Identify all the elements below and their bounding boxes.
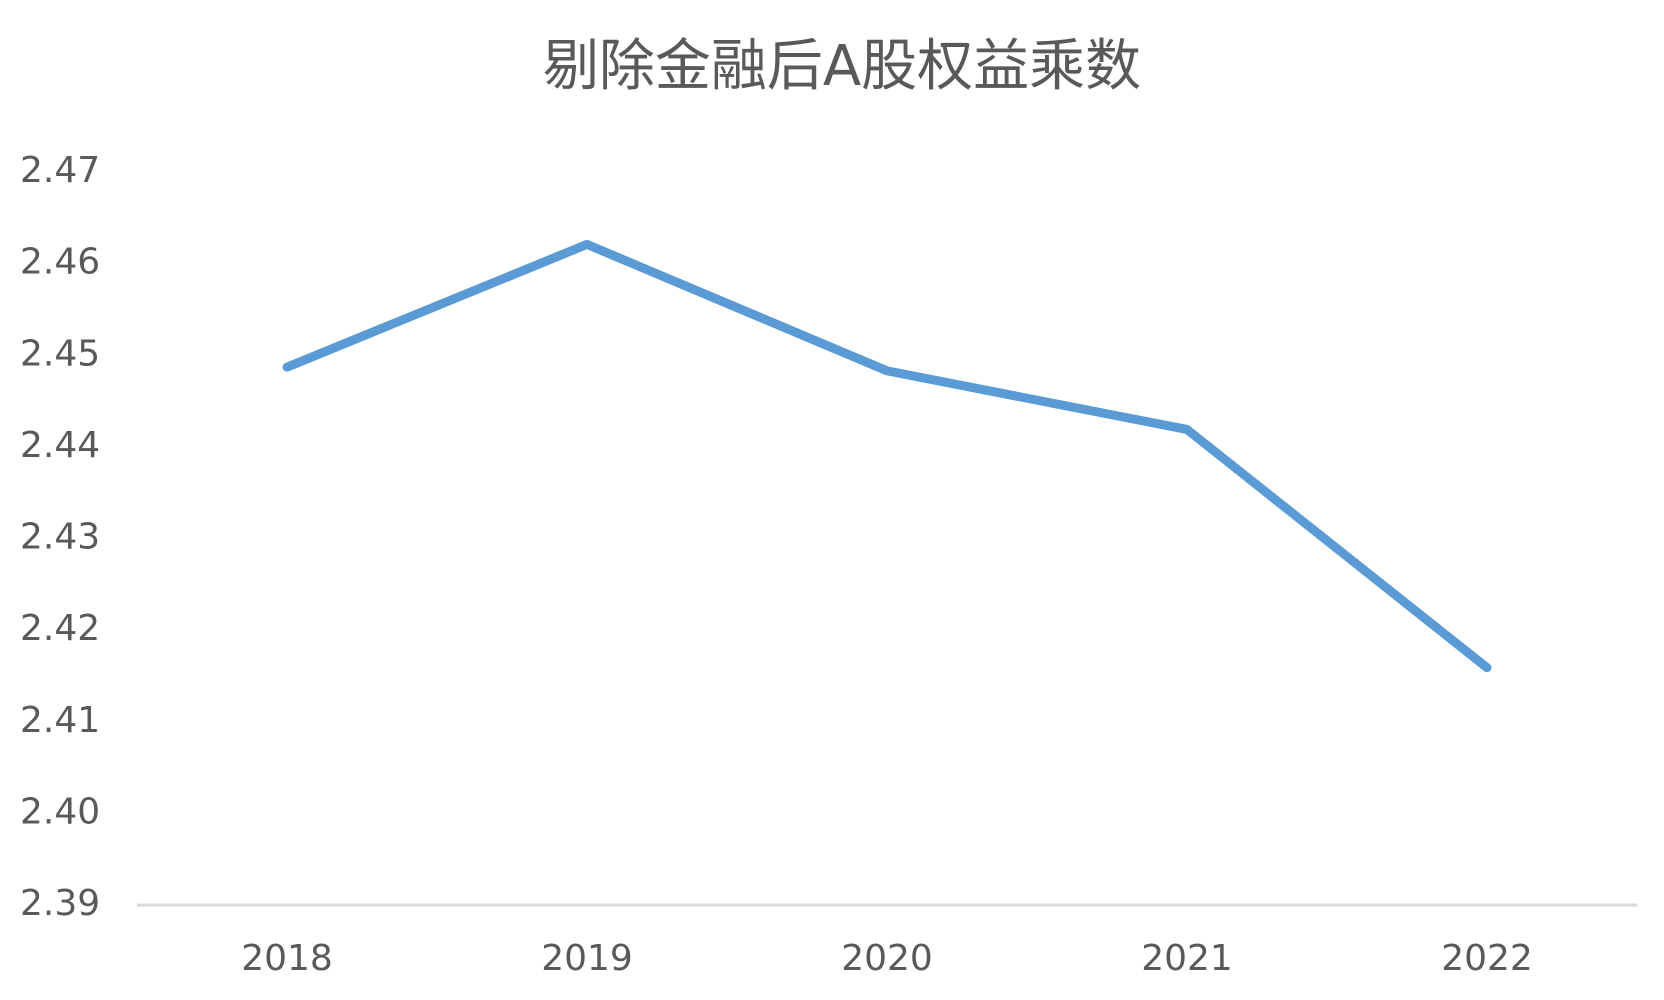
x-tick-label: 2021 [1141,938,1233,979]
y-tick-label: 2.46 [20,242,100,283]
y-tick-label: 2.43 [20,517,100,558]
chart-title: 剔除金融后A股权益乘数 [543,34,1141,99]
x-tick-label: 2018 [241,938,333,979]
y-tick-label: 2.44 [20,425,100,466]
x-tick-label: 2022 [1441,938,1533,979]
y-tick-label: 2.40 [20,791,100,832]
x-tick-label: 2019 [541,938,633,979]
y-tick-label: 2.47 [20,150,100,191]
y-tick-label: 2.45 [20,333,100,374]
y-tick-label: 2.41 [20,700,100,741]
data-line [282,239,1492,673]
y-tick-label: 2.42 [20,608,100,649]
x-tick-label: 2020 [841,938,933,979]
y-tick-label: 2.39 [20,883,100,924]
